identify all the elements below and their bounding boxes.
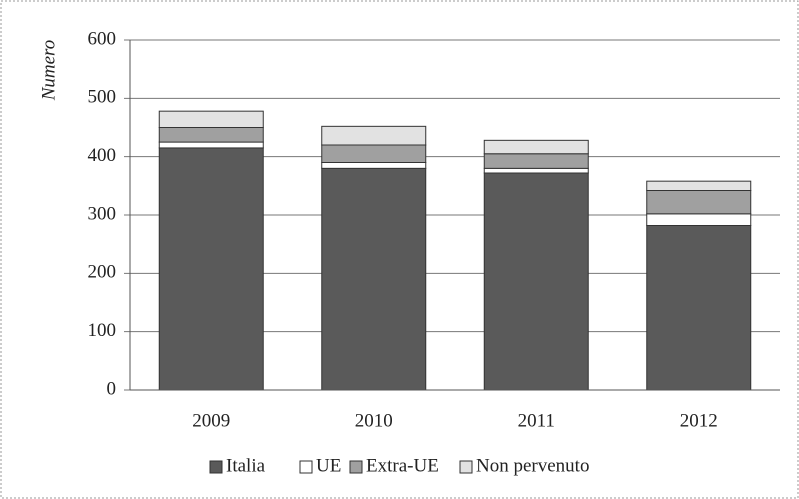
bar-segment xyxy=(646,225,752,391)
legend-swatch xyxy=(209,460,223,474)
bar-segment xyxy=(321,125,427,146)
bar-segment xyxy=(158,110,264,128)
x-tick-label: 2010 xyxy=(355,410,393,431)
y-tick-label: 0 xyxy=(107,378,117,399)
y-tick-label: 500 xyxy=(88,87,117,108)
y-axis-label: Numero xyxy=(38,40,59,102)
y-tick-label: 300 xyxy=(88,203,117,224)
bar-segment xyxy=(158,127,264,143)
y-tick-label: 600 xyxy=(88,28,117,49)
bar-segment xyxy=(646,213,752,226)
legend-swatch xyxy=(459,460,473,474)
bar-segment xyxy=(483,172,589,391)
bar-segment xyxy=(483,167,589,174)
y-tick-label: 400 xyxy=(88,145,117,166)
bar-segment xyxy=(483,139,589,155)
legend-label: Italia xyxy=(226,455,266,476)
bar-segment xyxy=(321,167,427,391)
bar-segment xyxy=(158,147,264,391)
y-tick-label: 100 xyxy=(88,320,117,341)
x-tick-label: 2011 xyxy=(518,410,555,431)
legend-swatch xyxy=(349,460,363,474)
legend-swatch xyxy=(299,460,313,474)
legend-label: Extra-UE xyxy=(366,455,439,476)
bar-segment xyxy=(646,190,752,215)
y-tick-label: 200 xyxy=(88,262,117,283)
bar-segment xyxy=(158,141,264,149)
bar-segment xyxy=(646,180,752,192)
legend-label: UE xyxy=(316,455,341,476)
bar-segment xyxy=(483,153,589,169)
x-tick-label: 2012 xyxy=(680,410,718,431)
x-tick-label: 2009 xyxy=(192,410,230,431)
legend-label: Non pervenuto xyxy=(476,455,589,476)
bar-segment xyxy=(321,162,427,169)
bar-segment xyxy=(321,144,427,163)
